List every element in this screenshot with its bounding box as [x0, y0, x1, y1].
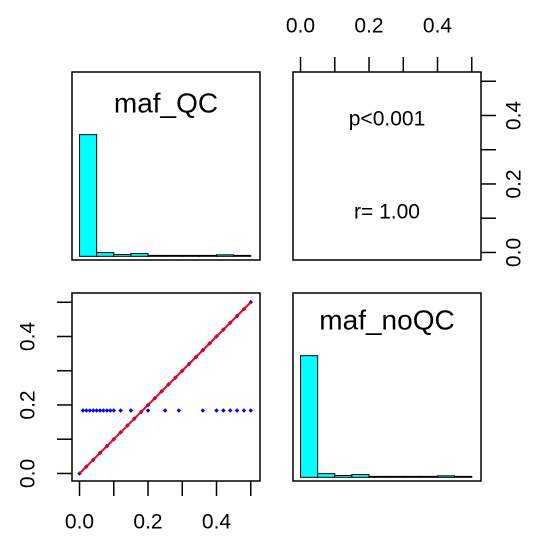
histogram-bar [79, 134, 98, 257]
histogram-bar [454, 475, 473, 478]
scatter-point [176, 408, 182, 413]
scatter-point [241, 408, 247, 413]
histogram-bar [385, 475, 404, 478]
panel-frame [71, 292, 261, 482]
scatter-point [248, 408, 254, 413]
histogram-bar [147, 254, 166, 257]
histogram-bar [216, 254, 235, 257]
scatter-point [80, 408, 86, 413]
correlation: r= 1.00 [354, 201, 420, 224]
x-tick-label: 0.2 [354, 15, 383, 38]
scatter-point [87, 408, 93, 413]
histogram-bar [334, 474, 353, 478]
x-tick-label: 0.2 [133, 511, 162, 534]
scatter-point [101, 408, 106, 413]
histogram-bar [164, 254, 183, 257]
histogram-bar [233, 254, 252, 257]
histogram-bar [402, 475, 421, 478]
histogram-bar [96, 252, 115, 257]
y-tick-label: 0.0 [17, 459, 40, 488]
scatter-point [108, 408, 113, 413]
panel-frame [292, 71, 482, 261]
scatter-point [97, 408, 103, 413]
scatter-point [214, 408, 219, 413]
histogram-bar [198, 254, 218, 257]
x-tick-label: 0.4 [202, 511, 232, 534]
variable-label: maf_QC [114, 87, 218, 118]
histogram-bar [317, 473, 336, 478]
scatter-point [90, 408, 96, 413]
fit-line [78, 301, 252, 475]
x-tick-label: 0.0 [65, 511, 94, 534]
x-tick-label: 0.0 [286, 15, 315, 38]
scatter-point [111, 408, 117, 413]
histogram-bar [300, 355, 319, 478]
panel-frame [71, 71, 261, 261]
y-tick-label: 0.0 [503, 238, 526, 267]
histogram-bar [437, 475, 456, 478]
y-tick-label: 0.2 [503, 169, 526, 198]
scatter-point [118, 408, 123, 413]
y-tick-label: 0.2 [17, 390, 40, 419]
y-tick-label: 0.4 [17, 322, 40, 352]
p-value: p<0.001 [349, 108, 426, 131]
scatter-point [227, 408, 233, 413]
scatter-point [234, 408, 240, 413]
histogram-bar [419, 475, 439, 478]
y-tick-label: 0.4 [503, 101, 526, 131]
histogram-bar [130, 253, 149, 257]
histogram-bar [351, 474, 370, 478]
scatter-point [145, 408, 151, 413]
panel-frame [292, 292, 482, 482]
scatter-point [200, 408, 206, 413]
scatter-point [84, 408, 89, 413]
scatter-point [94, 408, 99, 413]
histogram-bar [181, 254, 200, 257]
histogram-bar [368, 475, 387, 478]
scatter-point [104, 408, 110, 413]
histogram-bar [113, 253, 132, 257]
scatter-point [162, 408, 168, 413]
scatter-point [128, 408, 134, 413]
x-tick-label: 0.4 [423, 15, 453, 38]
variable-label: maf_noQC [319, 304, 454, 335]
scatter-point [221, 408, 226, 413]
